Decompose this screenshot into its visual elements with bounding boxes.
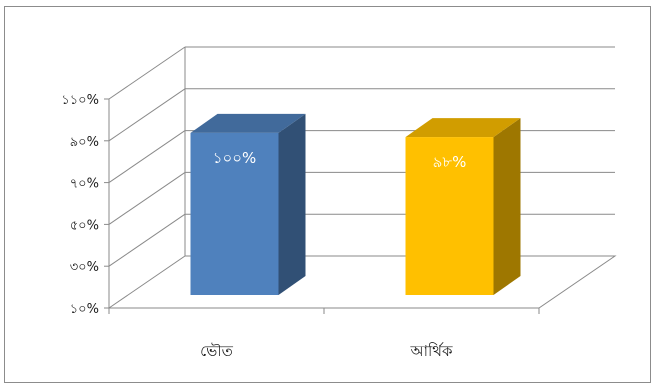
bar-side <box>493 118 521 295</box>
y-tick-labels: ১০% ৩০% ৫০% ৭০% ৯০% ১১০% <box>61 93 99 317</box>
y-tick-label: ৩০% <box>70 260 99 275</box>
axes <box>104 98 540 314</box>
bar-chart: ১০% ৩০% ৫০% ৭০% ৯০% ১১০% ১০০% ৯৮% ভৌত আর্থিক <box>61 46 617 360</box>
bar-data-label: ৯৮% <box>433 153 467 171</box>
x-category-label: আর্থিক <box>410 342 454 360</box>
x-category-label: ভৌত <box>200 342 234 360</box>
bar-side <box>278 113 306 296</box>
chart-floor <box>107 255 617 309</box>
chart-walls <box>107 47 617 309</box>
y-tick-label: ৫০% <box>70 218 99 233</box>
chart-frame: ১০% ৩০% ৫০% ৭০% ৯০% ১১০% ১০০% ৯৮% ভৌত আর্থিক <box>4 6 651 383</box>
bar-top <box>190 113 306 133</box>
bars <box>190 113 521 296</box>
gridline-side <box>108 213 186 267</box>
bar-front <box>190 132 279 295</box>
bar-data-label: ১০০% <box>213 149 257 167</box>
data-labels: ১০০% ৯৮% <box>213 149 467 171</box>
gridline-side <box>108 171 186 225</box>
gridline-side <box>108 46 186 100</box>
bar-top <box>405 118 521 138</box>
y-tick-label: ৯০% <box>70 135 99 150</box>
y-tick-label: ৭০% <box>70 177 99 192</box>
y-tick-label: ১১০% <box>61 93 99 108</box>
gridline-side <box>108 88 186 142</box>
gridline-side <box>108 130 186 184</box>
category-labels: ভৌত আর্থিক <box>200 342 453 360</box>
bar-front <box>405 137 494 295</box>
y-tick-label: ১০% <box>70 302 99 317</box>
